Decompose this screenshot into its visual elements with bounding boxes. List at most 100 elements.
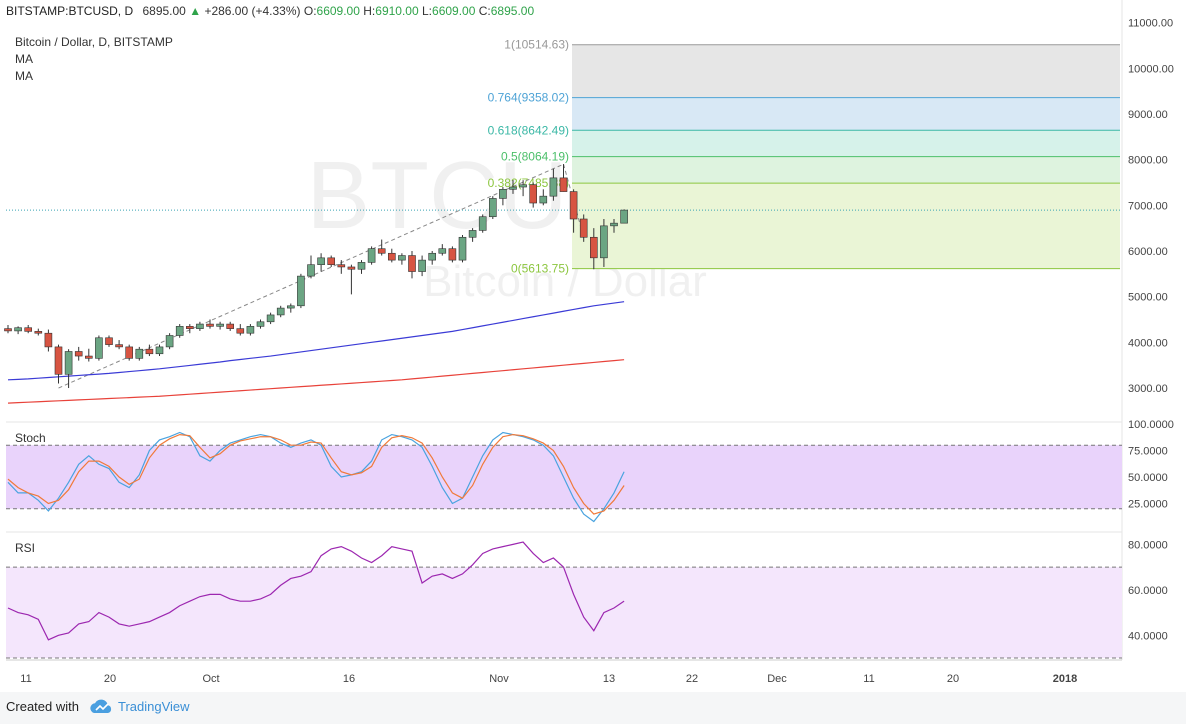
fib-level-label: 0(5613.75) [511,262,569,276]
candle-body [24,327,33,332]
candle-body [125,346,133,359]
ma-legend-2[interactable]: MA [15,69,33,83]
close-label: C: [478,4,491,18]
candle-body [145,348,154,355]
ma-legend-1[interactable]: MA [15,52,33,66]
price-axis-label: 6000.00 [1128,246,1168,258]
rsi-axis-label: 80.0000 [1128,539,1168,551]
candle-body [327,257,336,265]
price-axis-label: 3000.00 [1128,383,1168,395]
candle-body [317,257,325,265]
moving-average-line [7,301,625,381]
time-axis-label: 16 [343,673,355,685]
candle-body [559,177,568,192]
candle-body [286,305,295,309]
rsi-pane-title[interactable]: RSI [15,541,36,555]
candle-body [14,327,22,332]
fib-level-label: 0.5(8064.19) [501,150,569,164]
time-axis-label: Oct [202,673,219,685]
candle-body [256,321,265,327]
candle-body [509,186,517,190]
price-axis-label: 10000.00 [1128,63,1174,75]
moving-average-line [7,359,625,404]
fib-level-label: 0.618(8642.49) [488,123,569,137]
rsi-axis-label: 40.0000 [1128,630,1168,642]
stoch-pane-title[interactable]: Stoch [15,431,46,445]
stoch-axis-label: 50.0000 [1128,472,1168,484]
candle-body [266,314,275,323]
up-arrow-icon: ▲ [189,4,202,18]
fib-zone [572,44,1120,98]
candle-body [499,189,507,199]
candle-body [206,323,214,327]
time-axis-label: 20 [947,673,959,685]
candle-body [468,230,477,238]
fib-zone [572,183,1120,269]
price-axis-label: 4000.00 [1128,337,1168,349]
created-with-label: Created with [6,699,79,714]
candle-body [85,355,93,359]
candle-body [307,264,315,277]
candle-body [529,184,538,204]
price-axis-label: 7000.00 [1128,200,1168,212]
candle-body [569,191,578,220]
candle-body [196,323,204,329]
high-label: H: [363,4,376,18]
candle-body [74,351,83,357]
tradingview-link[interactable]: TradingView [118,699,190,714]
candle-body [488,198,497,218]
stoch-axis-label: 25.0000 [1128,499,1168,511]
candle-body [357,262,366,270]
candle-body [165,335,174,348]
tradingview-cloud-icon [88,699,114,720]
candle-body [115,344,123,348]
candle-body [226,323,234,329]
candle-body [519,184,527,188]
low-value: 6609.00 [432,4,476,18]
candle-body [105,337,113,345]
price-change: +286.00 (+4.33%) [204,4,301,18]
candle-body [64,351,73,375]
close-value: 6895.00 [490,4,535,18]
stoch-line [7,433,625,515]
candle-body [387,252,396,261]
price-axis-label: 8000.00 [1128,155,1168,167]
candle-body [246,326,255,334]
chart-header: BITSTAMP:BTCUSD, D 6895.00 ▲ +286.00 (+4… [6,4,534,18]
time-axis-label: 11 [20,673,31,685]
candle-body [600,225,608,259]
fib-zone [572,130,1120,157]
candle-body [367,248,376,263]
footer-bar: Created with TradingView [0,692,1186,724]
candle-body [579,218,588,238]
candle-body [186,326,194,329]
candle-body [54,346,63,375]
fib-level-label: 0.764(9358.02) [488,91,569,105]
symbol-label[interactable]: BITSTAMP:BTCUSD, D [6,4,134,18]
candle-body [398,255,406,261]
candle-body [539,195,548,204]
price-axis-label: 5000.00 [1128,292,1168,304]
candle-body [95,337,103,359]
candle-body [478,216,487,231]
candle-body [347,266,356,270]
candle-body [44,332,53,348]
chart-title: Bitcoin / Dollar, D, BITSTAMP [15,35,173,49]
time-axis-label: 11 [863,673,874,685]
time-axis-label: 20 [104,673,116,685]
open-value: 6609.00 [316,4,360,18]
time-axis-label: 2018 [1053,673,1077,685]
low-label: L: [422,4,433,18]
candle-body [408,255,416,272]
last-price: 6895.00 [142,4,186,18]
time-axis-label: 22 [686,673,698,685]
fib-level-label: 0.382(7485.88) [488,176,569,190]
candle-body [549,177,558,197]
candle-body [620,209,628,224]
candle-body [418,259,426,272]
open-label: O: [303,4,317,18]
price-axis-label: 9000.00 [1128,109,1168,121]
candle-body [458,236,467,261]
candle-body [297,275,305,307]
